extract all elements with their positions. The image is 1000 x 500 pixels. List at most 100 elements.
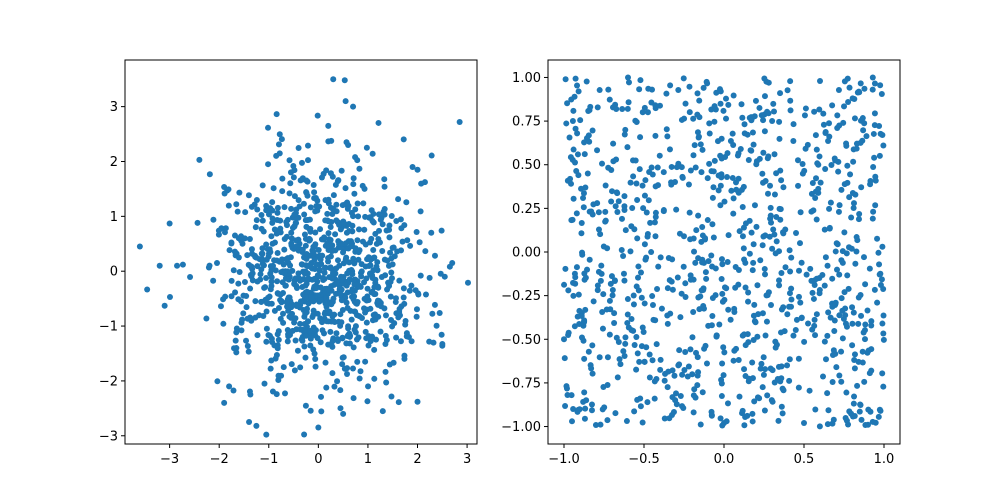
data-point bbox=[602, 208, 609, 215]
data-point bbox=[680, 263, 687, 270]
data-point bbox=[354, 358, 361, 365]
data-point bbox=[307, 327, 314, 334]
data-point bbox=[315, 246, 322, 253]
data-point bbox=[613, 106, 620, 112]
data-point bbox=[637, 403, 644, 410]
data-point bbox=[753, 161, 760, 168]
data-point bbox=[639, 419, 646, 426]
data-point bbox=[253, 196, 260, 203]
data-point bbox=[401, 352, 408, 359]
data-point bbox=[383, 336, 390, 343]
data-point bbox=[369, 275, 376, 281]
data-point bbox=[765, 190, 771, 197]
data-point bbox=[381, 211, 388, 218]
data-point bbox=[343, 229, 350, 236]
data-point bbox=[679, 174, 686, 181]
data-point bbox=[431, 252, 438, 259]
data-point bbox=[413, 229, 420, 236]
data-point bbox=[773, 170, 780, 177]
data-point bbox=[258, 250, 265, 257]
data-point bbox=[395, 399, 402, 406]
data-point bbox=[393, 217, 400, 224]
data-point bbox=[838, 295, 845, 302]
data-point bbox=[867, 181, 874, 188]
data-point bbox=[325, 230, 332, 237]
data-point bbox=[609, 188, 616, 195]
data-point bbox=[282, 282, 289, 289]
data-point bbox=[281, 204, 288, 211]
data-point bbox=[874, 235, 881, 242]
data-point bbox=[857, 80, 864, 87]
data-point bbox=[327, 237, 334, 244]
data-point bbox=[339, 361, 346, 368]
data-point bbox=[723, 95, 729, 102]
data-point bbox=[426, 338, 433, 345]
axes-frame bbox=[124, 59, 478, 445]
scatter-plot-left: −3 −2 −1 0 1 2 3 −3 −2 −1 0 1 2 3 bbox=[99, 59, 478, 467]
data-point bbox=[834, 266, 841, 273]
data-point bbox=[767, 212, 774, 219]
data-point bbox=[356, 247, 363, 254]
data-point bbox=[305, 157, 311, 164]
data-point bbox=[388, 393, 395, 400]
data-point bbox=[760, 149, 767, 156]
data-point bbox=[203, 315, 210, 322]
data-point bbox=[847, 171, 854, 178]
x-tick-label: 0.5 bbox=[794, 452, 815, 467]
data-point bbox=[252, 298, 259, 305]
data-point bbox=[343, 340, 350, 347]
data-point bbox=[836, 271, 843, 278]
data-point bbox=[271, 239, 278, 246]
data-point bbox=[849, 320, 856, 327]
data-point bbox=[725, 232, 732, 239]
data-point bbox=[675, 87, 682, 94]
data-point bbox=[275, 304, 282, 311]
data-point bbox=[367, 305, 374, 312]
data-point bbox=[247, 262, 254, 269]
data-point bbox=[750, 259, 757, 266]
data-point bbox=[248, 317, 255, 324]
data-point bbox=[627, 179, 634, 186]
data-point bbox=[297, 298, 304, 305]
data-point bbox=[403, 199, 410, 206]
data-point bbox=[830, 347, 837, 354]
data-point bbox=[696, 97, 703, 104]
data-point bbox=[371, 346, 378, 353]
data-point bbox=[391, 253, 398, 260]
data-point bbox=[858, 416, 865, 423]
data-point bbox=[274, 250, 281, 257]
data-point bbox=[397, 216, 404, 223]
data-point bbox=[392, 295, 399, 302]
data-point bbox=[840, 119, 847, 126]
data-point bbox=[690, 308, 697, 315]
data-point bbox=[809, 289, 816, 296]
data-point bbox=[811, 322, 818, 329]
data-point bbox=[301, 231, 308, 238]
data-point bbox=[295, 145, 302, 152]
data-point bbox=[610, 158, 617, 165]
data-point bbox=[236, 269, 243, 276]
data-point bbox=[597, 421, 604, 428]
data-point bbox=[248, 203, 255, 210]
data-point bbox=[702, 269, 709, 276]
data-point bbox=[382, 272, 389, 279]
data-point bbox=[749, 129, 756, 136]
data-point bbox=[632, 117, 639, 124]
data-point bbox=[841, 103, 848, 110]
data-point bbox=[761, 93, 768, 100]
data-point bbox=[880, 330, 887, 337]
data-point bbox=[786, 303, 793, 310]
data-point bbox=[719, 290, 726, 297]
data-point bbox=[656, 152, 663, 159]
data-point bbox=[563, 383, 570, 390]
data-point bbox=[872, 173, 879, 180]
data-point bbox=[859, 115, 866, 122]
data-point bbox=[876, 261, 883, 268]
data-point bbox=[786, 247, 793, 254]
data-point bbox=[864, 307, 871, 314]
data-point bbox=[759, 170, 766, 177]
data-point bbox=[272, 355, 279, 362]
data-point bbox=[695, 255, 702, 262]
data-point bbox=[328, 301, 335, 308]
data-point bbox=[414, 398, 421, 405]
